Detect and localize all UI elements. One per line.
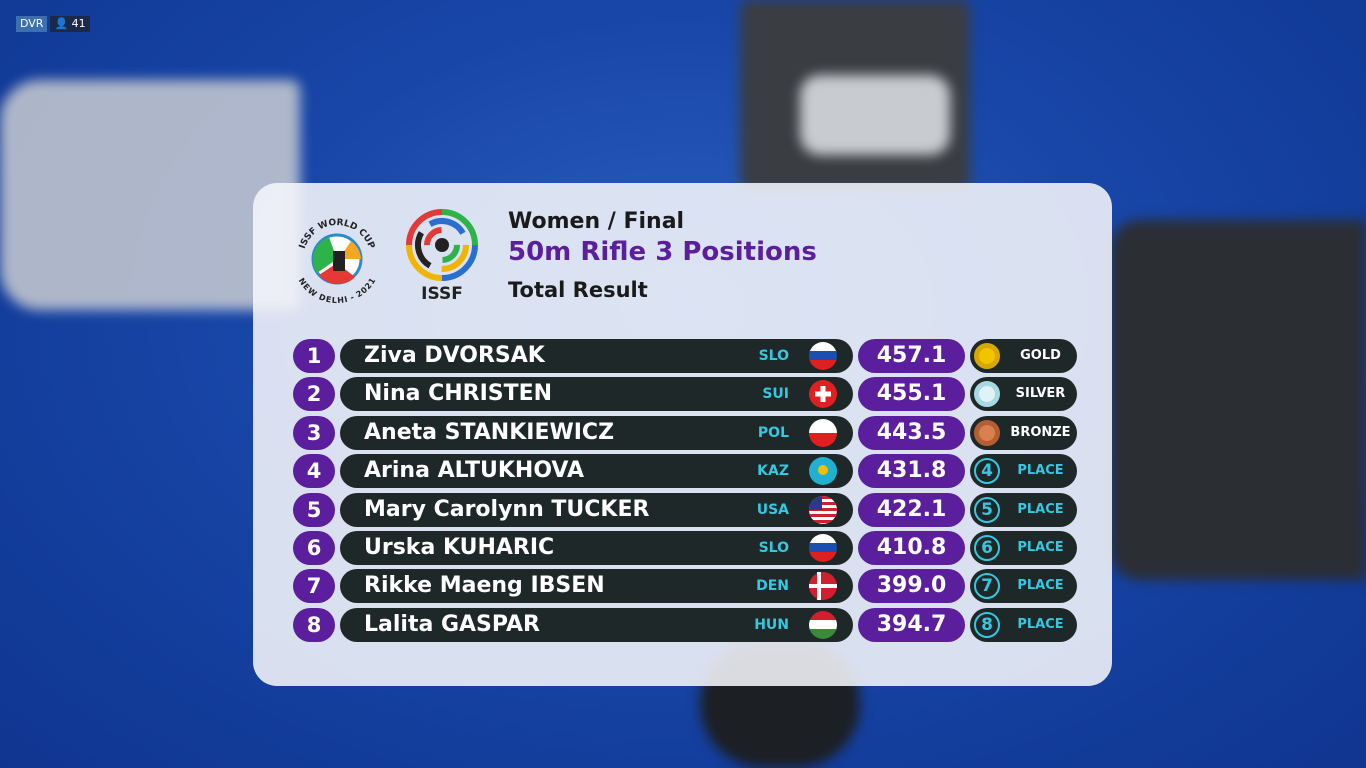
issf-logo: ISSF xyxy=(406,209,478,304)
result-row: 6 Urska KUHARIC SLO 410.8 6 PLACE xyxy=(293,531,1078,565)
score: 399.0 xyxy=(858,569,965,604)
result-row: 7 Rikke Maeng IBSEN DEN 399.0 7 PLACE xyxy=(293,569,1078,604)
medal-badge: 5 PLACE xyxy=(970,492,1077,527)
medal-badge: GOLD xyxy=(970,339,1077,373)
medal-badge: SILVER xyxy=(970,377,1077,412)
place-number: 5 xyxy=(974,496,1000,523)
rank-badge: 7 xyxy=(293,569,335,604)
country-flag xyxy=(809,572,837,601)
country-code: USA xyxy=(756,501,789,518)
score: 457.1 xyxy=(858,339,965,373)
athlete-name: Arina ALTUKHOVA xyxy=(364,458,584,484)
medal-label: PLACE xyxy=(1017,463,1064,479)
country-flag xyxy=(809,610,837,639)
result-row: 8 Lalita GASPAR HUN 394.7 8 PLACE xyxy=(293,607,1078,642)
discipline-title: 50m Rifle 3 Positions xyxy=(508,237,817,267)
medal-badge: 7 PLACE xyxy=(970,569,1077,604)
place-number: 7 xyxy=(974,573,1000,600)
athlete-name: Mary Carolynn TUCKER xyxy=(364,496,650,522)
event-title: Women / Final xyxy=(508,209,685,234)
medal-label: PLACE xyxy=(1017,578,1064,594)
viewer-count: 👤 41 xyxy=(50,16,90,32)
country-flag xyxy=(809,380,837,409)
athlete-name: Aneta STANKIEWICZ xyxy=(364,419,615,445)
athlete-name: Rikke Maeng IBSEN xyxy=(364,573,605,599)
rank-badge: 2 xyxy=(293,377,335,412)
medal-badge: 6 PLACE xyxy=(970,531,1077,565)
dvr-badge: DVR xyxy=(16,16,48,32)
athlete-bar: Rikke Maeng IBSEN DEN xyxy=(340,569,853,604)
world-cup-logo: ISSF WORLD CUP NEW DELHI - 2021 xyxy=(297,218,377,305)
medal-label: SILVER xyxy=(1015,386,1066,402)
score: 455.1 xyxy=(858,377,965,412)
country-flag xyxy=(809,457,837,486)
athlete-bar: Lalita GASPAR HUN xyxy=(340,607,853,642)
athlete-name: Ziva DVORSAK xyxy=(364,343,545,368)
blur-shape xyxy=(0,80,300,310)
athlete-bar: Ziva DVORSAK SLO xyxy=(340,339,853,373)
viewer-number: 41 xyxy=(71,17,86,30)
result-row: 3 Aneta STANKIEWICZ POL 443.5 BRONZE xyxy=(293,415,1078,450)
player-badges: DVR 👤 41 xyxy=(16,16,90,32)
country-code: SLO xyxy=(758,348,789,364)
rank-badge: 6 xyxy=(293,531,335,565)
score: 443.5 xyxy=(858,415,965,450)
athlete-name: Lalita GASPAR xyxy=(364,611,540,637)
country-code: HUN xyxy=(754,616,789,633)
country-code: POL xyxy=(757,424,789,441)
medal-label: BRONZE xyxy=(1010,424,1071,440)
blur-shape xyxy=(1110,220,1366,580)
rank-badge: 5 xyxy=(293,492,335,527)
athlete-bar: Aneta STANKIEWICZ POL xyxy=(340,415,853,450)
athlete-bar: Nina CHRISTEN SUI xyxy=(340,377,853,412)
result-subtitle: Total Result xyxy=(508,278,648,302)
country-code: KAZ xyxy=(757,463,789,480)
medal-icon xyxy=(974,343,1000,369)
result-row: 5 Mary Carolynn TUCKER USA 422.1 5 PLACE xyxy=(293,492,1078,527)
rank-badge: 1 xyxy=(293,339,335,373)
country-code: SLO xyxy=(758,540,789,556)
rank-badge: 8 xyxy=(293,607,335,642)
athlete-bar: Arina ALTUKHOVA KAZ xyxy=(340,454,853,489)
medal-badge: 4 PLACE xyxy=(970,454,1077,489)
athlete-bar: Mary Carolynn TUCKER USA xyxy=(340,492,853,527)
blur-shape xyxy=(800,75,950,155)
place-number: 6 xyxy=(974,535,1000,561)
country-flag xyxy=(809,534,837,562)
medal-label: GOLD xyxy=(1020,348,1061,363)
medal-icon xyxy=(974,419,1000,446)
athlete-bar: Urska KUHARIC SLO xyxy=(340,531,853,565)
score: 394.7 xyxy=(858,607,965,642)
athlete-name: Nina CHRISTEN xyxy=(364,381,553,407)
score: 410.8 xyxy=(858,531,965,565)
medal-badge: 8 PLACE xyxy=(970,607,1077,642)
place-number: 4 xyxy=(974,458,1000,485)
result-row: 4 Arina ALTUKHOVA KAZ 431.8 4 PLACE xyxy=(293,454,1078,489)
score: 431.8 xyxy=(858,454,965,489)
result-row: 1 Ziva DVORSAK SLO 457.1 GOLD xyxy=(293,339,1078,373)
result-row: 2 Nina CHRISTEN SUI 455.1 SILVER xyxy=(293,377,1078,412)
score: 422.1 xyxy=(858,492,965,527)
issf-text: ISSF xyxy=(421,284,463,304)
athlete-name: Urska KUHARIC xyxy=(364,535,555,560)
medal-badge: BRONZE xyxy=(970,415,1077,450)
country-flag xyxy=(809,342,837,370)
rank-badge: 3 xyxy=(293,415,335,450)
medal-icon xyxy=(974,381,1000,408)
medal-label: PLACE xyxy=(1017,616,1064,632)
country-code: SUI xyxy=(762,386,789,403)
country-code: DEN xyxy=(756,578,789,595)
medal-label: PLACE xyxy=(1017,501,1064,517)
rank-badge: 4 xyxy=(293,454,335,489)
country-flag xyxy=(809,418,837,447)
country-flag xyxy=(809,495,837,524)
medal-label: PLACE xyxy=(1017,540,1064,555)
place-number: 8 xyxy=(974,611,1000,638)
